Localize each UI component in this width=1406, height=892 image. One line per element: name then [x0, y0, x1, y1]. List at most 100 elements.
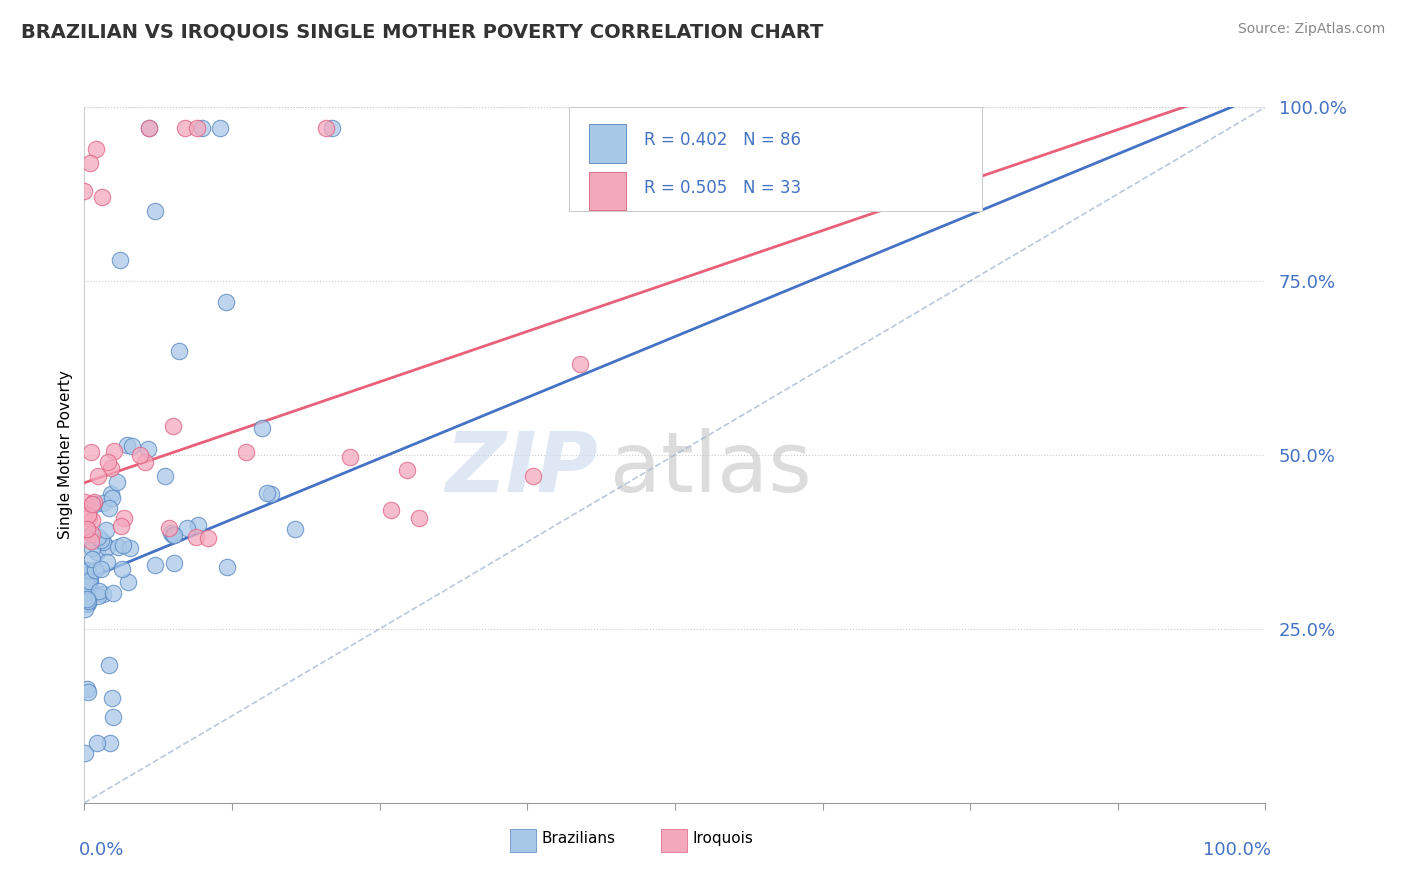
Point	[80, 497, 103, 511]
Point	[80, 551, 103, 566]
Point	[73, 184, 96, 198]
Point	[77, 564, 100, 578]
Point	[380, 503, 402, 517]
Point	[163, 557, 186, 571]
Point	[117, 574, 139, 589]
Point	[77, 511, 100, 525]
Point	[97, 500, 120, 515]
Point	[87, 583, 110, 598]
Point	[163, 528, 186, 542]
Text: Source: ZipAtlas.com: Source: ZipAtlas.com	[1237, 22, 1385, 37]
Point	[120, 541, 142, 555]
Point	[77, 579, 100, 593]
Point	[143, 204, 166, 219]
Bar	[661, 830, 686, 852]
Point	[395, 463, 418, 477]
Point	[284, 522, 307, 536]
Point	[100, 460, 122, 475]
Point	[75, 593, 97, 607]
Point	[73, 569, 96, 583]
Point	[256, 485, 278, 500]
Text: R = 0.505   N = 33: R = 0.505 N = 33	[644, 178, 801, 197]
Point	[110, 518, 132, 533]
Point	[87, 530, 110, 544]
Point	[138, 120, 160, 135]
Point	[80, 533, 103, 548]
Point	[89, 533, 111, 548]
Point	[90, 562, 112, 576]
Point	[87, 468, 110, 483]
Text: BRAZILIAN VS IROQUOIS SINGLE MOTHER POVERTY CORRELATION CHART: BRAZILIAN VS IROQUOIS SINGLE MOTHER POVE…	[21, 22, 824, 41]
Point	[80, 541, 103, 555]
Point	[83, 563, 105, 577]
Point	[77, 685, 100, 699]
Point	[136, 442, 159, 456]
Point	[215, 560, 238, 574]
Bar	[509, 830, 536, 852]
Point	[75, 568, 97, 582]
Point	[569, 358, 592, 372]
Point	[162, 418, 184, 433]
Text: Brazilians: Brazilians	[541, 831, 616, 847]
Point	[138, 120, 160, 135]
Point	[94, 523, 117, 537]
Point	[96, 541, 118, 555]
Point	[111, 562, 134, 576]
Point	[77, 568, 100, 582]
Point	[77, 594, 100, 608]
Point	[98, 658, 121, 673]
Point	[98, 736, 121, 750]
Text: Iroquois: Iroquois	[693, 831, 754, 847]
Point	[75, 576, 97, 591]
Point	[153, 468, 176, 483]
Point	[75, 585, 97, 599]
Point	[259, 486, 281, 500]
Point	[75, 601, 97, 615]
FancyBboxPatch shape	[568, 107, 981, 211]
Point	[91, 496, 114, 510]
Y-axis label: Single Mother Poverty: Single Mother Poverty	[58, 370, 73, 540]
Point	[76, 563, 98, 577]
Point	[100, 491, 122, 506]
Point	[186, 120, 208, 135]
Point	[97, 455, 120, 469]
Point	[339, 450, 361, 464]
Point	[134, 455, 156, 469]
Point	[176, 520, 198, 534]
Point	[105, 475, 128, 490]
Point	[76, 581, 98, 595]
Point	[159, 526, 181, 541]
Point	[75, 585, 97, 599]
Point	[76, 597, 98, 611]
Point	[75, 530, 97, 544]
Point	[79, 574, 101, 588]
Point	[80, 526, 103, 541]
Point	[83, 494, 105, 508]
Point	[522, 468, 544, 483]
Point	[91, 190, 114, 204]
Point	[77, 508, 100, 522]
Point	[162, 528, 184, 542]
Point	[73, 593, 96, 607]
Bar	[589, 124, 627, 162]
Point	[86, 545, 108, 559]
Text: 0.0%: 0.0%	[79, 841, 124, 859]
Text: 100.0%: 100.0%	[1204, 841, 1271, 859]
Point	[197, 531, 219, 545]
Point	[100, 690, 122, 705]
Text: atlas: atlas	[610, 428, 811, 509]
Point	[87, 589, 110, 603]
Point	[84, 142, 107, 156]
Text: R = 0.402   N = 86: R = 0.402 N = 86	[644, 131, 801, 150]
Point	[80, 512, 103, 526]
Point	[157, 521, 180, 535]
Point	[107, 540, 129, 554]
Point	[315, 120, 337, 135]
Point	[121, 439, 143, 453]
Point	[75, 579, 97, 593]
Point	[250, 421, 273, 435]
Point	[84, 497, 107, 511]
Point	[76, 565, 98, 579]
Point	[77, 595, 100, 609]
Point	[167, 343, 190, 358]
